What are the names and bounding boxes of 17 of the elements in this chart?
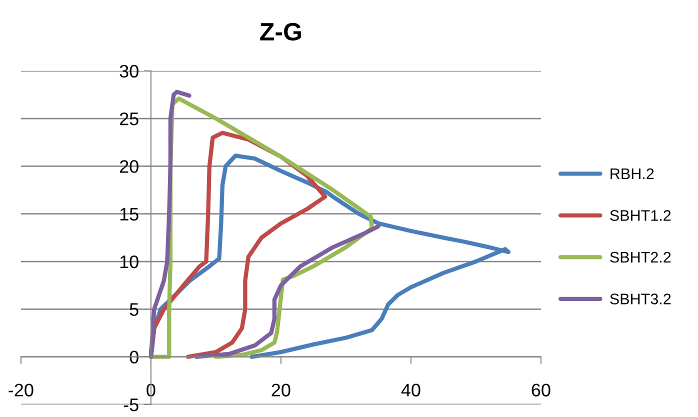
chart-title: Z-G <box>260 22 301 41</box>
y-tick-label: 0 <box>130 350 138 364</box>
legend-label: SBHT1.2 <box>610 210 671 221</box>
x-tick-label: 20 <box>272 384 290 396</box>
y-tick-label: 25 <box>120 112 138 126</box>
y-tick-label: 30 <box>120 64 138 78</box>
y-tick-label: 20 <box>120 160 138 173</box>
legend-label: SBHT3.2 <box>610 294 671 304</box>
y-tick-label: -5 <box>124 398 138 412</box>
x-tick-label: 60 <box>532 384 550 396</box>
y-tick-label: 10 <box>120 255 138 268</box>
x-tick-label: 40 <box>401 384 420 396</box>
legend-label: SBHT2.2 <box>610 252 671 263</box>
legend-label: RBH.2 <box>610 168 654 180</box>
y-tick-label: 15 <box>120 208 138 221</box>
x-tick-label: -20 <box>8 384 34 396</box>
y-tick-label: 5 <box>130 303 138 316</box>
